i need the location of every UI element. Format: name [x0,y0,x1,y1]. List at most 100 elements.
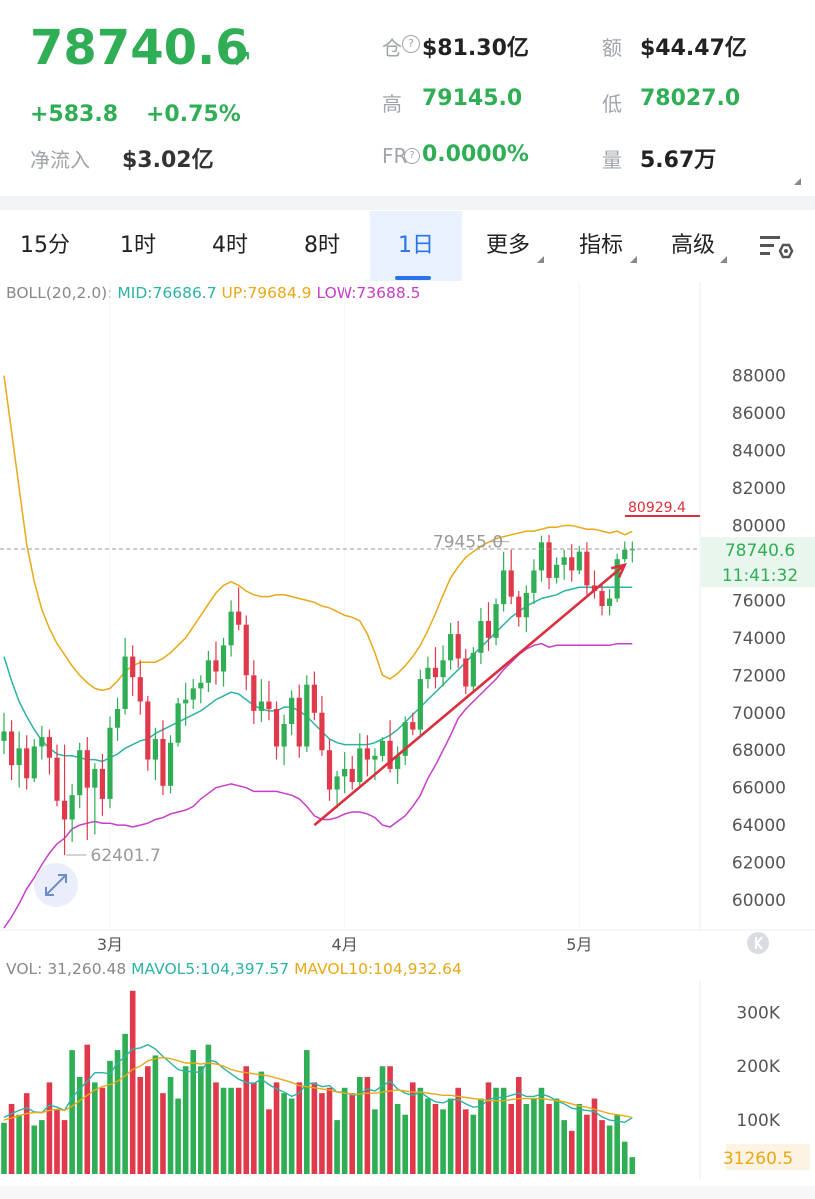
current-volume-label: 31260.5 [723,1149,793,1169]
volume-bar [137,1077,144,1174]
candle-body [175,703,181,743]
volume-bar [553,1098,560,1174]
tab-more[interactable]: 更多 [485,233,530,258]
tab-advanced[interactable]: 高级 [670,233,715,258]
tab-15m[interactable]: 15分 [20,233,70,258]
reset-view-icon-glyph [755,936,763,950]
tab-1h[interactable]: 1时 [120,233,156,258]
y-tick-label: 64000 [732,816,786,836]
candle-body [114,709,121,728]
volume-bar [39,1120,45,1174]
candle [220,637,227,687]
candle-body [205,660,211,683]
candle [205,650,211,693]
section-divider [0,196,815,210]
candle-body [289,697,295,724]
volume-bar [160,1093,166,1174]
expand-caret-icon[interactable] [794,178,801,185]
candle [198,675,204,704]
candle [508,549,514,605]
candle-body [455,634,461,659]
help-icon[interactable]: ? [404,148,420,164]
volume-bar [31,1125,38,1174]
candle [24,735,30,790]
candle [523,585,529,633]
candle [463,649,469,695]
candle [448,622,454,670]
volume-bar [546,1103,552,1174]
candle [554,557,560,584]
candle-body [266,701,272,710]
candle [470,647,476,693]
candle [61,744,68,856]
mavol5-line [3,1043,633,1124]
more-caret-icon [537,256,544,263]
candle-body [273,709,280,747]
tab-4h[interactable]: 4时 [212,233,248,258]
bottom-bar [0,1186,815,1199]
candle [569,544,575,582]
candle-body [357,748,363,783]
candle [531,559,537,605]
candle-body [130,656,136,678]
net-inflow-value: $3.02亿 [122,148,214,173]
expand-icon[interactable] [34,863,78,907]
volume-bar [258,1071,265,1174]
volume-bar [599,1120,605,1174]
candle-body [576,551,582,571]
boll-mid: MID:76686.7 [117,284,217,302]
active-tab-indicator [395,276,431,280]
volume-bar [16,1114,22,1174]
candlestick-chart[interactable]: 8800086000840008200080000780007600074000… [0,282,815,962]
candle-body [311,684,317,713]
tab-8h[interactable]: 8时 [304,233,340,258]
tab-1d[interactable]: 1日 [370,211,462,281]
candle-body [31,746,37,779]
volume-bar [432,1103,439,1174]
candle [410,712,416,736]
volume-bar [402,1114,409,1174]
candle [493,598,499,646]
volume-bar [470,1114,477,1174]
volume-bar [614,1114,620,1174]
chart-settings-icon[interactable] [758,233,794,263]
candle [501,551,507,612]
candle [425,656,431,689]
volume-bar [326,1087,333,1174]
volume-bar [538,1087,545,1174]
candle [455,620,461,668]
reset-view-icon[interactable] [747,932,769,954]
candle [485,602,492,651]
volume-bar [523,1103,530,1174]
candle-body [183,699,189,704]
volume-bar [281,1093,287,1174]
candle-body [326,750,333,790]
candle-body [296,697,302,747]
candle-body [243,624,249,676]
candle [402,716,408,766]
volume-chart[interactable]: 300K 200K 100K 31260.5 [0,980,815,1180]
candle [311,671,317,721]
candle [130,645,136,696]
price-change: +583.8 [30,102,119,127]
tab-indicators[interactable]: 指标 [578,233,623,258]
candle [538,535,545,582]
volume-bar [493,1087,499,1174]
candle-body [463,658,469,687]
candle [622,541,628,563]
volume-bar [576,1103,583,1174]
volume-bar [182,1066,189,1174]
candle [152,727,158,781]
help-icon[interactable]: ? [402,35,420,53]
candle-body [39,737,45,747]
candle-body [46,737,53,758]
candle-body [69,795,75,820]
candle [69,783,75,842]
volume-bar [455,1087,461,1174]
volume-bar [561,1120,567,1174]
candle-body [220,645,227,672]
candle [266,680,272,721]
candle-body [629,549,635,551]
mavol5-label: MAVOL5:104,397.57 [131,960,290,978]
vol-y-tick-label: 200K [736,1057,780,1077]
